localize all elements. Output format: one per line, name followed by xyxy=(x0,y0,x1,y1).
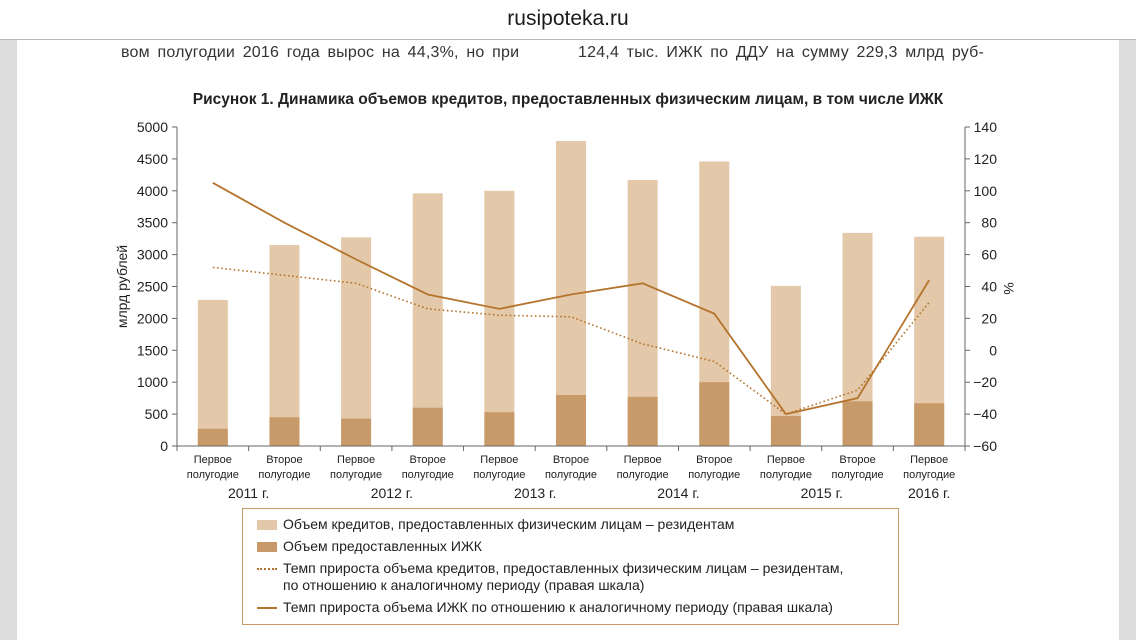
tick-label-right-2: −20 xyxy=(973,374,997,390)
site-title[interactable]: rusipoteka.ru xyxy=(507,7,629,30)
bar-mortgage-0 xyxy=(197,428,228,446)
tick-label-right-5: 40 xyxy=(981,279,997,295)
tick-label-left-8: 4000 xyxy=(137,183,168,199)
chart: 0500100015002000250030003500400045005000… xyxy=(114,119,1017,501)
year-label-2: 2013 г. xyxy=(514,485,556,501)
category-label-9-1: полугодие xyxy=(832,469,884,481)
bar-mortgage-3 xyxy=(412,407,443,446)
category-label-10-0: Первое xyxy=(910,454,948,466)
legend-label-mortgage: Объем предоставленных ИЖК xyxy=(283,538,482,554)
line-mortgage-growth xyxy=(212,182,930,416)
legend-swatch-mortgage xyxy=(257,542,277,552)
tick-label-right-1: −40 xyxy=(973,406,997,422)
bar-mortgage-5 xyxy=(556,394,586,446)
y-axis-label-left: млрд рублей xyxy=(114,245,130,328)
category-label-9-0: Второе xyxy=(839,454,875,466)
legend-label-mortgage-growth: Темп прироста объема ИЖК по отношению к … xyxy=(283,599,833,615)
bar-total-3 xyxy=(412,193,443,446)
bar-mortgage-4 xyxy=(484,412,515,446)
body-text-left: вом полугодии 2016 года вырос на 44,3%, … xyxy=(121,44,520,61)
year-label-5: 2016 г. xyxy=(908,485,950,501)
bar-total-4 xyxy=(484,190,515,446)
left-margin xyxy=(0,40,17,640)
bar-total-2 xyxy=(341,237,372,446)
tick-label-left-10: 5000 xyxy=(137,119,168,135)
legend-label-total-growth-2: по отношению к аналогичному периоду (пра… xyxy=(283,577,645,593)
tick-label-left-9: 4500 xyxy=(137,151,168,167)
tick-label-left-0: 0 xyxy=(160,438,168,454)
category-label-6-1: полугодие xyxy=(617,469,669,481)
tick-label-left-6: 3000 xyxy=(137,247,168,263)
category-label-7-1: полугодие xyxy=(688,469,740,481)
bar-mortgage-1 xyxy=(269,417,300,446)
bar-total-0 xyxy=(197,299,228,446)
bar-total-1 xyxy=(269,245,300,446)
category-label-7-0: Второе xyxy=(696,454,732,466)
category-label-1-1: полугодие xyxy=(258,469,310,481)
category-label-8-1: полугодие xyxy=(760,469,812,481)
tick-label-left-4: 2000 xyxy=(137,310,168,326)
category-label-2-1: полугодие xyxy=(330,469,382,481)
category-label-3-0: Второе xyxy=(410,454,446,466)
browser-top-bar: rusipoteka.ru xyxy=(0,0,1136,40)
category-label-4-1: полугодие xyxy=(473,469,525,481)
bar-mortgage-10 xyxy=(914,403,945,446)
year-label-1: 2012 г. xyxy=(371,485,413,501)
category-label-8-0: Первое xyxy=(767,454,805,466)
tick-label-right-10: 140 xyxy=(974,119,998,135)
tick-label-left-2: 1000 xyxy=(137,374,168,390)
tick-label-right-4: 20 xyxy=(981,310,997,326)
tick-label-right-3: 0 xyxy=(989,342,997,358)
category-label-4-0: Первое xyxy=(480,454,518,466)
body-text-right: 124,4 тыс. ИЖК по ДДУ на сумму 229,3 млр… xyxy=(578,44,985,61)
category-label-3-1: полугодие xyxy=(402,469,454,481)
tick-label-right-8: 100 xyxy=(974,183,998,199)
tick-label-left-5: 2500 xyxy=(137,279,168,295)
category-label-10-1: полугодие xyxy=(903,469,955,481)
legend-swatch-total xyxy=(257,520,277,530)
category-label-5-1: полугодие xyxy=(545,469,597,481)
legend-line-dotted xyxy=(257,568,277,570)
bar-mortgage-9 xyxy=(842,401,873,446)
category-label-0-0: Первое xyxy=(194,454,232,466)
bar-mortgage-6 xyxy=(627,396,658,446)
legend-line-solid xyxy=(257,607,277,609)
y-axis-label-right: % xyxy=(1001,282,1017,294)
category-label-0-1: полугодие xyxy=(187,469,239,481)
category-label-6-0: Первое xyxy=(624,454,662,466)
legend-label-total-growth-1: Темп прироста объема кредитов, предостав… xyxy=(283,560,844,576)
tick-label-left-1: 500 xyxy=(145,406,169,422)
bar-mortgage-7 xyxy=(699,382,730,446)
category-label-5-0: Второе xyxy=(553,454,589,466)
category-label-2-0: Первое xyxy=(337,454,375,466)
chart-legend: Объем кредитов, предоставленных физическ… xyxy=(242,508,899,625)
year-label-3: 2014 г. xyxy=(657,485,699,501)
legend-label-total: Объем кредитов, предоставленных физическ… xyxy=(283,516,735,532)
bar-mortgage-8 xyxy=(770,416,801,446)
tick-label-right-6: 60 xyxy=(981,247,997,263)
category-label-1-0: Второе xyxy=(266,454,302,466)
tick-label-left-3: 1500 xyxy=(137,342,168,358)
right-margin xyxy=(1119,40,1136,640)
tick-label-right-7: 80 xyxy=(981,215,997,231)
tick-label-right-0: −60 xyxy=(973,438,997,454)
tick-label-right-9: 120 xyxy=(974,151,998,167)
bar-mortgage-2 xyxy=(341,418,372,446)
tick-label-left-7: 3500 xyxy=(137,215,168,231)
chart-title: Рисунок 1. Динамика объемов кредитов, пр… xyxy=(192,91,944,108)
year-label-0: 2011 г. xyxy=(228,485,269,501)
year-label-4: 2015 г. xyxy=(801,485,843,501)
